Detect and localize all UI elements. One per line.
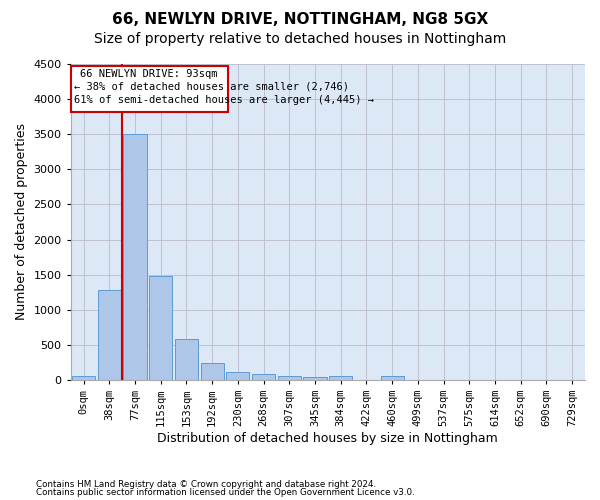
Bar (226, 372, 250, 380)
Bar (304, 377, 326, 380)
Bar (175, 339, 198, 380)
Text: Size of property relative to detached houses in Nottingham: Size of property relative to detached ho… (94, 32, 506, 46)
X-axis label: Distribution of detached houses by size in Nottingham: Distribution of detached houses by size … (157, 432, 498, 445)
Bar (278, 376, 301, 380)
Bar (72, 376, 95, 380)
Text: ← 38% of detached houses are smaller (2,746): ← 38% of detached houses are smaller (2,… (74, 82, 349, 92)
Bar (149, 276, 172, 380)
Bar (98, 290, 121, 380)
Text: 66 NEWLYN DRIVE: 93sqm: 66 NEWLYN DRIVE: 93sqm (80, 69, 218, 79)
Text: Contains public sector information licensed under the Open Government Licence v3: Contains public sector information licen… (36, 488, 415, 497)
Y-axis label: Number of detached properties: Number of detached properties (15, 124, 28, 320)
Bar (380, 376, 404, 380)
Bar (124, 134, 146, 380)
Bar (252, 374, 275, 380)
Text: Contains HM Land Registry data © Crown copyright and database right 2024.: Contains HM Land Registry data © Crown c… (36, 480, 376, 489)
Text: 66, NEWLYN DRIVE, NOTTINGHAM, NG8 5GX: 66, NEWLYN DRIVE, NOTTINGHAM, NG8 5GX (112, 12, 488, 28)
FancyBboxPatch shape (71, 66, 227, 112)
Bar (329, 376, 352, 380)
Bar (200, 363, 224, 380)
Text: 61% of semi-detached houses are larger (4,445) →: 61% of semi-detached houses are larger (… (74, 95, 374, 105)
